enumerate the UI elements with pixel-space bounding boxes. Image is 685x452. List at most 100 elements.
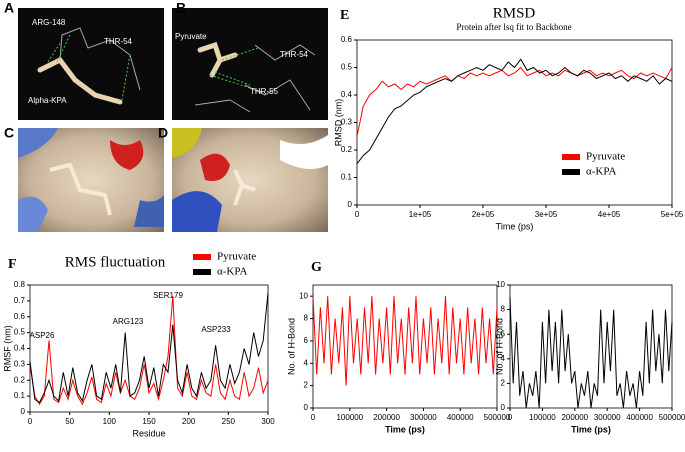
panel-letter: G <box>311 260 322 275</box>
surface-patch <box>110 140 144 170</box>
annotation: ASP233 <box>201 325 231 334</box>
y-tick-label: 8 <box>304 314 309 323</box>
panel-letter: A <box>4 0 14 16</box>
y-tick-label: 6 <box>501 329 506 338</box>
series-line <box>509 297 673 409</box>
image-label: THR-54 <box>104 37 133 46</box>
x-tick-label: 150 <box>142 417 156 426</box>
x-axis-label: Time (ps) <box>496 221 534 231</box>
x-tick-label: 0 <box>508 413 513 422</box>
panel-a: A ARG-148 THR-54 Alpha-KPA <box>4 0 164 120</box>
y-tick-label: 0.8 <box>14 280 26 289</box>
legend-swatch <box>562 169 580 175</box>
surface-patch <box>172 128 202 158</box>
molecule <box>37 56 123 105</box>
molecule <box>49 162 112 216</box>
legend-swatch <box>193 269 211 275</box>
chart: 0 50 100 150 200 250 300 0 0.1 0.2 0.3 0.4 0.5 0.6 0.7… <box>2 251 275 439</box>
legend-label: Pyruvate <box>217 251 256 263</box>
y-axis-label: RMSF (nm) <box>2 325 12 372</box>
x-axis-label: Time (ps) <box>571 424 611 434</box>
annotation: ASP26 <box>30 331 55 340</box>
series-line <box>312 296 498 386</box>
x-tick-label: 500000 <box>484 413 511 422</box>
image-label: Alpha-KPA <box>28 96 67 105</box>
x-tick-label: 4e+05 <box>598 210 621 219</box>
x-tick-label: 50 <box>65 417 74 426</box>
y-tick-label: 0 <box>304 403 309 412</box>
x-tick-label: 100 <box>103 417 117 426</box>
x-tick-label: 100000 <box>529 413 556 422</box>
chart-subtitle: Protein after lsq fit to Backbone <box>456 22 571 32</box>
x-tick-label: 400000 <box>447 413 474 422</box>
series-line <box>356 58 673 165</box>
plot-frame <box>356 39 673 206</box>
y-tick-label: 0.5 <box>341 63 353 72</box>
x-tick-label: 300000 <box>410 413 437 422</box>
chart: 0 100000 200000 300000 400000 5000000246810Ti… <box>286 260 511 434</box>
x-tick-label: 500000 <box>659 413 685 422</box>
chart-title: RMS fluctuation <box>65 254 166 270</box>
y-tick-label: 0.1 <box>14 391 26 400</box>
y-tick-label: 0.4 <box>341 90 353 99</box>
image-a <box>18 8 164 120</box>
y-tick-label: 2 <box>304 381 309 390</box>
hbond <box>47 34 131 101</box>
y-tick-label: 10 <box>496 280 505 289</box>
x-tick-label: 200 <box>182 417 196 426</box>
molecule <box>197 41 238 78</box>
x-tick-label: 300 <box>261 417 275 426</box>
y-tick-label: 0.6 <box>14 312 26 321</box>
y-tick-label: 0.2 <box>341 145 353 154</box>
x-tick-label: 1e+05 <box>409 210 432 219</box>
x-tick-label: 200000 <box>373 413 400 422</box>
panel-letter: F <box>8 257 17 272</box>
image-label: Pyruvate <box>175 32 207 41</box>
x-axis-label: Residue <box>132 428 165 438</box>
y-tick-label: 2 <box>501 379 506 388</box>
x-tick-label: 0 <box>311 413 316 422</box>
x-tick-label: 5e+05 <box>661 210 684 219</box>
y-tick-label: 0.3 <box>341 118 353 127</box>
y-axis-label: RMSD (nm) <box>333 99 343 147</box>
panel-letter: E <box>340 8 349 23</box>
y-tick-label: 0.1 <box>341 173 353 182</box>
y-tick-label: 6 <box>304 336 309 345</box>
panel-b: B Pyruvate THR-54 THR-55 <box>172 0 328 120</box>
panel-d: D <box>158 125 328 232</box>
legend-label: α-KPA <box>586 166 616 178</box>
x-tick-label: 400000 <box>626 413 653 422</box>
chart: 0 100000 200000 300000 400000 5000000246810Ti… <box>494 280 685 434</box>
y-tick-label: 0.2 <box>14 375 26 384</box>
residue <box>194 44 316 113</box>
surface-patch <box>18 196 48 232</box>
legend-swatch <box>193 254 211 260</box>
legend-label: α-KPA <box>217 266 247 278</box>
image-label: ARG-148 <box>32 18 66 27</box>
y-tick-label: 8 <box>501 305 506 314</box>
panel-letter: D <box>158 125 168 141</box>
surface-patch <box>18 128 58 158</box>
molecule <box>233 169 256 206</box>
y-tick-label: 0.3 <box>14 359 26 368</box>
hbond <box>209 47 263 93</box>
panel-letter: C <box>4 125 14 141</box>
x-tick-label: 200000 <box>561 413 588 422</box>
y-tick-label: 0.7 <box>14 296 26 305</box>
annotation: SER179 <box>153 291 183 300</box>
surface-patch <box>200 153 230 181</box>
y-axis-label: No. of H-Bond <box>286 318 296 375</box>
chart: 0 1e+05 2e+05 3e+05 4e+05 5e+05 0 0.1 0.2 0.3 0.4 0… <box>333 5 683 231</box>
panel-letter: B <box>176 0 186 16</box>
y-tick-label: 0 <box>21 407 26 416</box>
y-tick-label: 0.4 <box>14 344 26 353</box>
plot-frame <box>312 284 498 409</box>
x-tick-label: 0 <box>355 210 360 219</box>
image-label: THR-55 <box>250 87 279 96</box>
image-label: THR-54 <box>280 50 309 59</box>
x-tick-label: 100000 <box>336 413 363 422</box>
y-tick-label: 0 <box>501 403 506 412</box>
x-tick-label: 3e+05 <box>535 210 558 219</box>
x-tick-label: 0 <box>28 417 33 426</box>
